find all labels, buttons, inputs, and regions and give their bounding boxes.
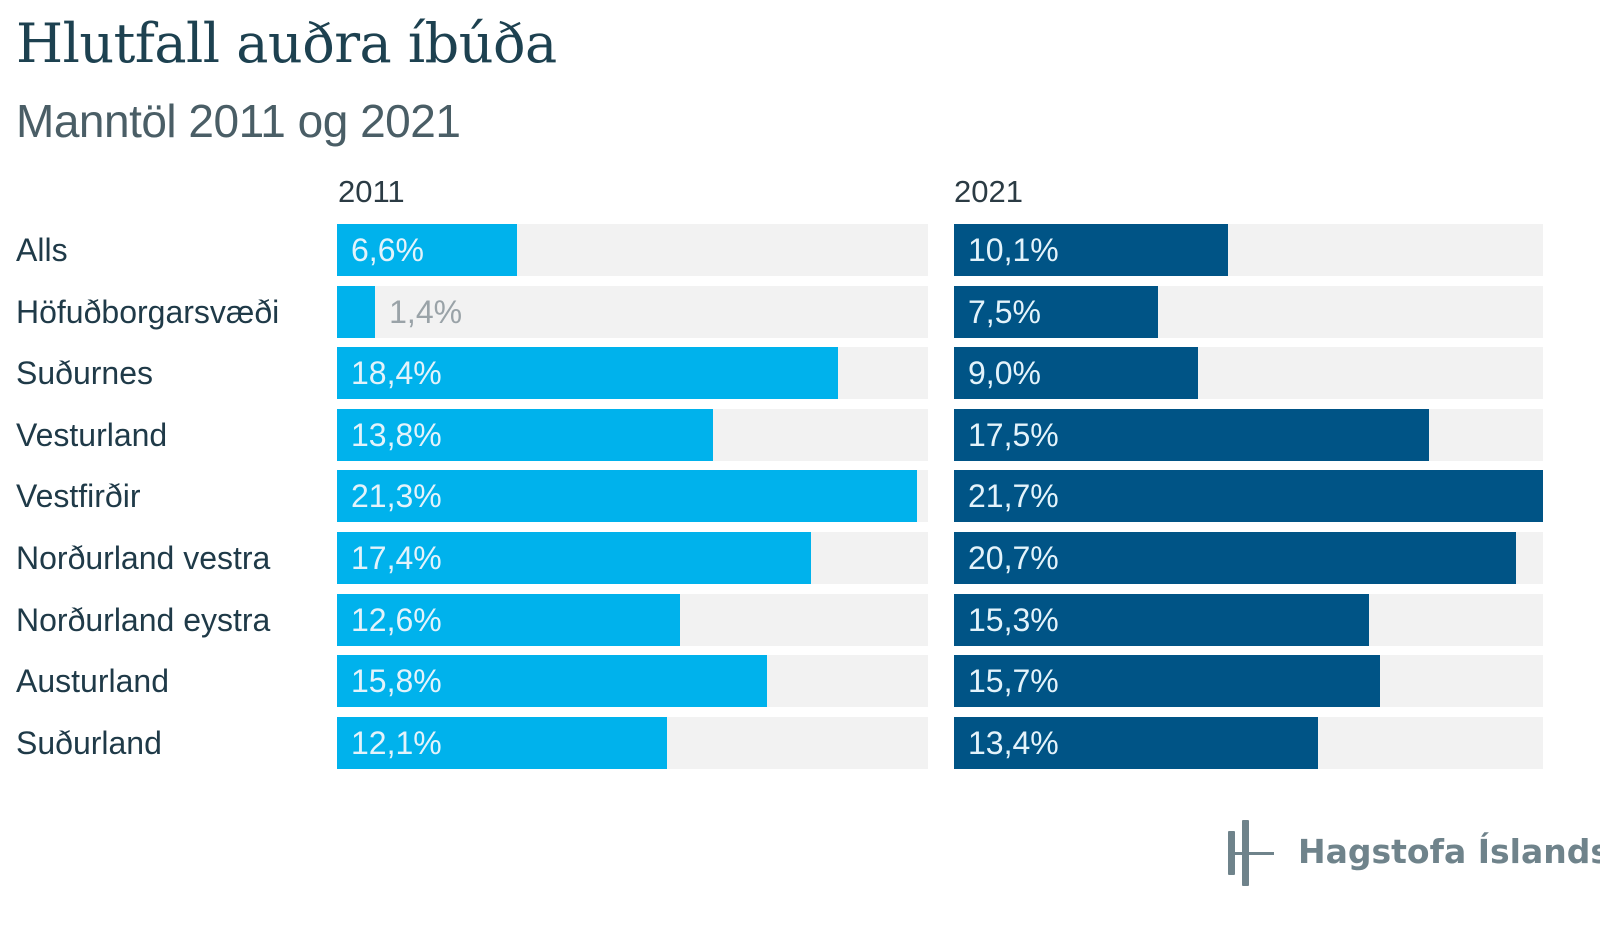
data-label-2021: 10,1% (968, 232, 1059, 268)
bar-2021 (954, 532, 1516, 584)
category-label: Suðurnes (16, 355, 153, 391)
data-label-2011: 21,3% (351, 478, 442, 514)
bar-2021 (954, 286, 1158, 338)
category-label: Vesturland (16, 417, 168, 453)
bar-track-2021: 13,4% (954, 717, 1543, 769)
category-label: Höfuðborgarsvæði (16, 294, 280, 330)
category-label: Vestfirðir (16, 478, 141, 514)
bar-track-2011: 6,6% (337, 224, 928, 276)
hagstofa-logo: Hagstofa Íslands (1222, 818, 1600, 890)
data-label-2021: 21,7% (968, 478, 1059, 514)
category-label: Alls (16, 232, 68, 268)
data-label-2011: 12,6% (351, 602, 442, 638)
bar-2011 (337, 409, 713, 461)
bar-track-2011: 12,1% (337, 717, 928, 769)
bar-2021 (954, 224, 1229, 276)
data-label-2011: 6,6% (351, 232, 424, 268)
bar-track-2021: 15,3% (954, 594, 1543, 646)
bar-2021 (954, 470, 1543, 522)
data-label-2021: 13,4% (968, 725, 1059, 761)
panel-header-2021: 2021 (954, 174, 1023, 209)
bar-track-2011: 18,4% (337, 347, 928, 399)
bar-track-2021: 21,7% (954, 470, 1543, 522)
bar-2021 (954, 655, 1381, 707)
bar-track-2011: 13,8% (337, 409, 928, 461)
bar-2021 (954, 594, 1370, 646)
hagstofa-logo-text: Hagstofa Íslands (1298, 832, 1600, 871)
bar-2011 (337, 224, 517, 276)
chart-title: Hlutfall auðra íbúða (16, 12, 557, 75)
hagstofa-h-logo-icon (1228, 820, 1274, 886)
data-label-2011: 18,4% (351, 355, 442, 391)
data-label-2021: 17,5% (968, 417, 1059, 453)
bar-2011 (337, 532, 811, 584)
bar-track-2021: 17,5% (954, 409, 1543, 461)
bar-track-2021: 15,7% (954, 655, 1543, 707)
bar-2021 (954, 409, 1429, 461)
data-label-2021: 15,7% (968, 663, 1059, 699)
data-label-2021: 20,7% (968, 540, 1059, 576)
category-label: Austurland (16, 663, 169, 699)
category-label: Norðurland vestra (16, 540, 271, 576)
bar-2011 (337, 717, 667, 769)
category-label: Suðurland (16, 725, 162, 761)
data-label-2011: 12,1% (351, 725, 442, 761)
bar-track-2011: 21,3% (337, 470, 928, 522)
data-label-2021: 7,5% (968, 294, 1041, 330)
chart-subtitle: Manntöl 2011 og 2021 (16, 95, 461, 147)
data-label-2021: 9,0% (968, 355, 1041, 391)
bar-2011 (337, 286, 376, 338)
data-label-2011: 13,8% (351, 417, 442, 453)
panel-header-2011: 2011 (338, 174, 405, 209)
bar-2011 (337, 347, 839, 399)
bar-2021 (954, 347, 1199, 399)
data-label-2021: 15,3% (968, 602, 1059, 638)
bar-track-2011: 12,6% (337, 594, 928, 646)
bar-track-2021: 10,1% (954, 224, 1543, 276)
data-label-2011: 1,4% (389, 294, 463, 330)
bar-2021 (954, 717, 1318, 769)
bar-2011 (337, 655, 768, 707)
category-label: Norðurland eystra (16, 602, 271, 638)
bar-track-2021: 9,0% (954, 347, 1543, 399)
bar-2011 (337, 470, 918, 522)
bar-2011 (337, 594, 681, 646)
bar-track-2011: 1,4% (337, 286, 928, 338)
bar-track-2011: 17,4% (337, 532, 928, 584)
bar-track-2021: 20,7% (954, 532, 1543, 584)
bar-track-2021: 7,5% (954, 286, 1543, 338)
data-label-2011: 15,8% (351, 663, 442, 699)
bar-track-2011: 15,8% (337, 655, 928, 707)
data-label-2011: 17,4% (351, 540, 442, 576)
